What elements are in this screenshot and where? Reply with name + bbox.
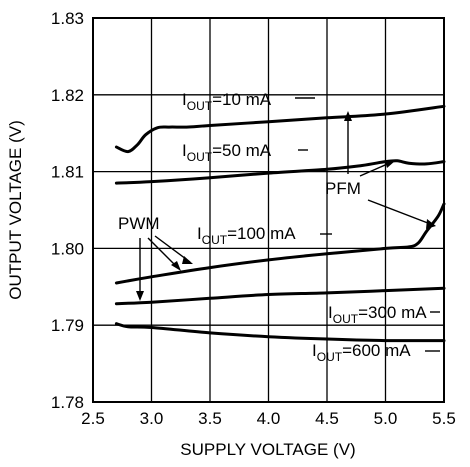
x-tick-label: 5.5 (432, 409, 456, 428)
plot-frame (92, 17, 445, 403)
series-line-10ma (114, 104, 446, 154)
y-tick-label: 1.80 (51, 239, 84, 258)
x-tick-label: 3.0 (140, 409, 164, 428)
label-pwm: PWM (118, 214, 160, 233)
series-line-300ma (114, 286, 446, 306)
pfm-arrow-to-100ma (367, 199, 434, 226)
y-tick-label: 1.81 (51, 163, 84, 182)
annotation-arrows (136, 97, 440, 352)
label-pfm: PFM (325, 179, 361, 198)
x-tick-label: 5.0 (374, 409, 398, 428)
series-line-50ma (114, 159, 446, 185)
x-axis-title: SUPPLY VOLTAGE (V) (180, 440, 355, 459)
x-tick-labels: 2.5 3.0 3.5 4.0 4.5 5.0 5.5 (81, 409, 456, 428)
gridlines (93, 18, 444, 402)
y-tick-label: 1.78 (51, 393, 84, 412)
label-iout-10ma: IOUT=10 mA (182, 90, 272, 113)
pwm-arrow-2 (147, 237, 179, 269)
label-iout-600ma: IOUT=600 mA (312, 341, 411, 364)
label-iout-50ma: IOUT=50 mA (182, 141, 272, 164)
series-line-600ma (114, 322, 446, 343)
x-tick-label: 4.5 (315, 409, 339, 428)
x-tick-label: 4.0 (257, 409, 281, 428)
y-tick-label: 1.82 (51, 86, 84, 105)
y-tick-label: 1.79 (51, 316, 84, 335)
x-tick-label: 2.5 (81, 409, 105, 428)
x-tick-label: 3.5 (198, 409, 222, 428)
y-tick-label: 1.83 (51, 9, 84, 28)
label-iout-100ma: IOUT=100 mA (197, 224, 296, 247)
y-axis-title: OUTPUT VOLTAGE (V) (6, 120, 25, 299)
label-iout-300ma: IOUT=300 mA (328, 303, 427, 326)
y-tick-labels: 1.78 1.79 1.80 1.81 1.82 1.83 (51, 9, 84, 412)
